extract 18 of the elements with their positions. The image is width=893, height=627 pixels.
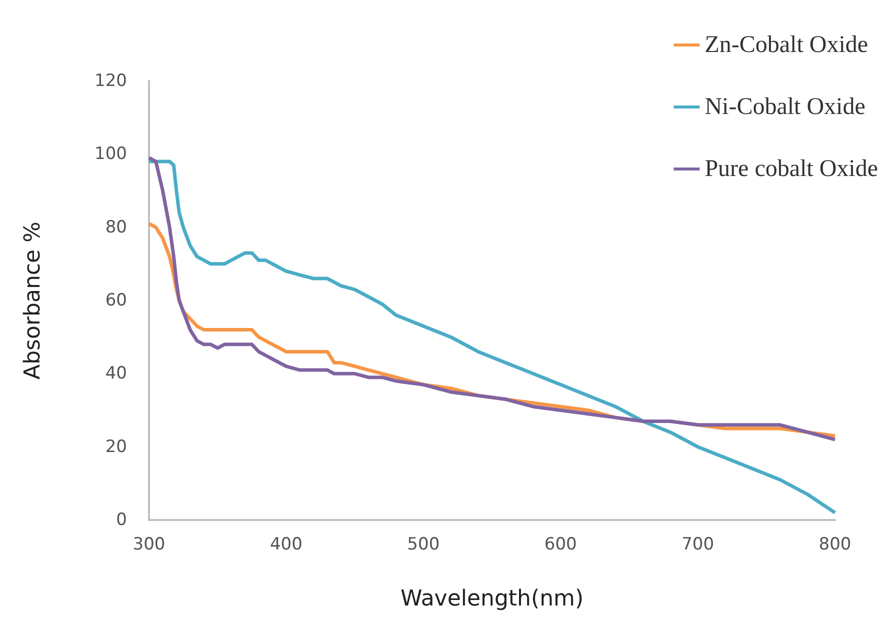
- legend-label: Ni-Cobalt Oxide: [704, 94, 866, 120]
- y-tick-label: 80: [105, 217, 127, 238]
- x-tick-label: 600: [544, 534, 577, 554]
- legend-label: Pure cobalt Oxide: [704, 156, 878, 182]
- x-tick-label: 400: [270, 534, 302, 554]
- y-tick-label: 100: [94, 144, 127, 164]
- y-tick-label: 40: [105, 364, 127, 384]
- x-tick-label: 500: [407, 534, 440, 554]
- y-tick-label: 20: [105, 436, 127, 457]
- x-tick-label: 300: [132, 534, 166, 554]
- legend-label: Zn-Cobalt Oxide: [704, 32, 868, 58]
- y-axis-title: Absorbance %: [20, 222, 46, 380]
- x-tick-label: 800: [818, 534, 852, 554]
- x-tick-label: 700: [682, 534, 714, 554]
- y-tick-label: 0: [116, 510, 127, 530]
- x-axis-title: Wavelength(nm): [400, 586, 584, 612]
- y-tick-label: 60: [105, 290, 127, 310]
- y-tick-label: 120: [94, 71, 127, 91]
